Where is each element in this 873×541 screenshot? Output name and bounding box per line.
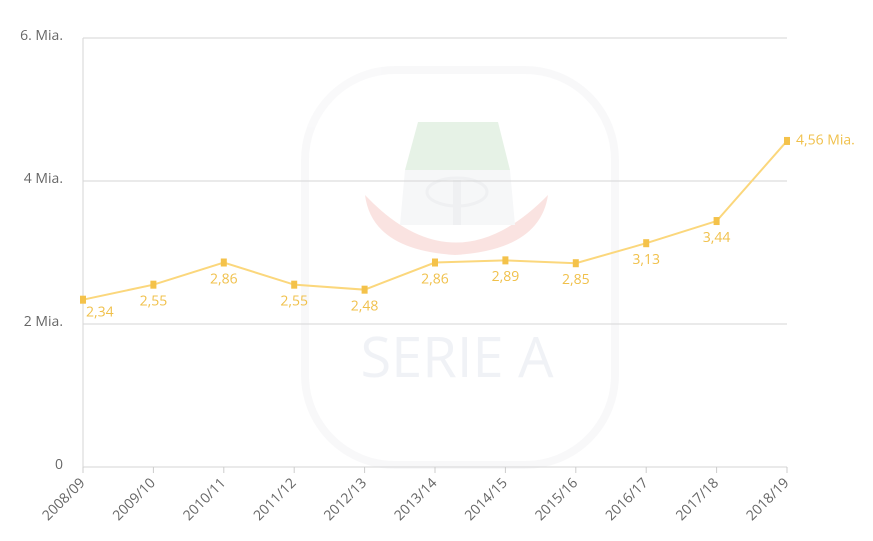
marker [150,280,157,289]
x-tick-label: 2012/13 [320,474,371,525]
value-label: 3,13 [632,250,660,269]
x-tick-label: 2018/19 [742,474,793,525]
marker [361,285,368,294]
x-tick-label: 2011/12 [249,474,300,525]
x-tick-label: 2015/16 [531,474,582,525]
y-tick-label: 6. Mia. [20,26,63,45]
x-tick-label: 2016/17 [601,474,652,525]
value-label: 2,86 [421,269,449,288]
y-tick-label: 4 Mia. [24,169,63,188]
marker [291,280,298,289]
value-label: 2,89 [492,267,520,286]
value-label: 2,55 [280,291,308,310]
value-label: 2,55 [140,291,168,310]
marker [502,256,509,265]
marker [784,136,790,145]
marker [80,295,86,304]
x-tick-label: 2008/09 [38,474,89,525]
value-label: 2,48 [351,296,379,315]
x-tick-label: 2014/15 [461,474,512,525]
marker [713,217,720,226]
marker [643,239,650,248]
x-tick-label: 2017/18 [672,474,723,525]
y-tick-label: 0 [55,455,63,474]
value-label: 4,56 Mia. [796,131,855,150]
marker [572,259,579,268]
value-label: 2,86 [210,269,238,288]
watermark-text: SERIE A [360,318,554,394]
watermark-logo: SERIE A [301,66,619,469]
value-label: 2,34 [86,302,114,321]
value-label: 2,85 [562,270,590,289]
y-tick-label: 2 Mia. [24,312,63,331]
marker [220,258,227,267]
marker [432,258,438,267]
value-label: 3,44 [703,228,731,247]
x-tick-label: 2013/14 [390,474,441,525]
x-tick-label: 2010/11 [179,474,230,525]
x-tick-label: 2009/10 [109,474,160,525]
